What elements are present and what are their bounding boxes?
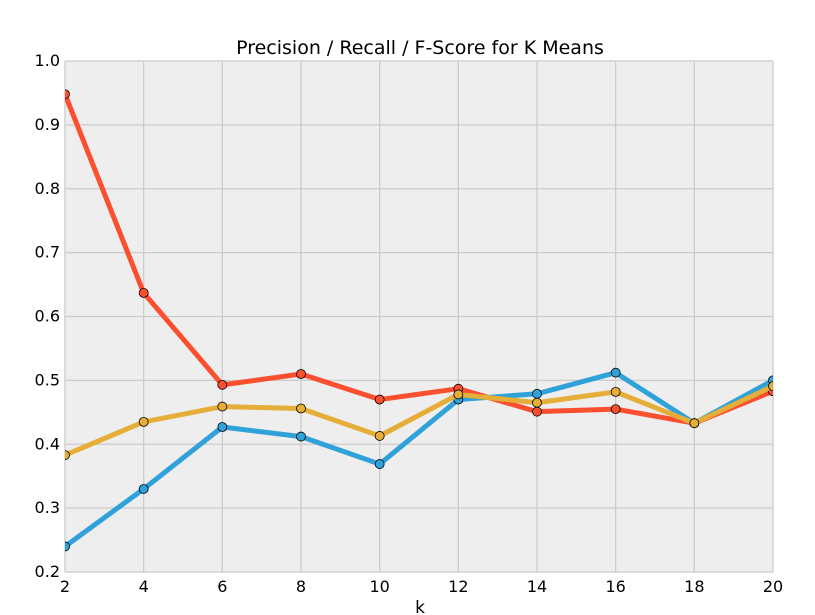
series-1: [65, 367, 773, 552]
data-point: [453, 389, 464, 400]
data-point: [217, 401, 228, 412]
data-point: [374, 459, 385, 469]
data-point: [610, 386, 621, 397]
data-point: [532, 388, 542, 399]
y-tick-label: 0.5: [35, 370, 60, 389]
y-tick-label: 0.4: [35, 434, 60, 453]
data-point: [217, 422, 228, 432]
x-tick-label: 16: [605, 577, 625, 596]
data-point: [532, 397, 542, 408]
y-tick-label: 0.8: [35, 179, 60, 198]
data-point: [138, 287, 149, 298]
data-point: [296, 369, 306, 379]
data-point: [374, 394, 385, 405]
data-point: [610, 367, 621, 378]
data-point: [65, 541, 70, 552]
y-tick-label: 0.7: [35, 243, 60, 262]
data-point: [296, 431, 306, 442]
x-tick-label: 18: [684, 577, 704, 596]
x-tick-label: 6: [217, 577, 227, 596]
grid: [64, 60, 774, 573]
x-tick-label: 10: [369, 577, 389, 596]
data-point: [217, 379, 228, 390]
y-tick-label: 1.0: [35, 51, 60, 70]
x-axis-label: k: [415, 598, 425, 615]
x-tick-label: 4: [139, 577, 149, 596]
data-point: [65, 450, 70, 461]
series-line: [65, 383, 773, 458]
y-axis-ticks: 0.2 0.3 0.4 0.5 0.6 0.7 0.8 0.9 1.0: [35, 51, 60, 581]
data-point: [138, 484, 149, 494]
series-2: [65, 381, 773, 461]
x-tick-label: 14: [527, 577, 547, 596]
data-point: [689, 418, 700, 429]
series-line: [65, 370, 773, 549]
x-tick-label: 8: [296, 577, 306, 596]
data-point: [65, 89, 70, 100]
data-point: [610, 404, 621, 415]
x-tick-label: 20: [763, 577, 783, 596]
y-tick-label: 0.6: [35, 307, 60, 326]
data-point: [138, 416, 149, 427]
chart-title: Precision / Recall / F-Score for K Means: [236, 37, 604, 59]
x-tick-label: 12: [448, 577, 468, 596]
data-point: [768, 381, 773, 392]
series-layer: [65, 89, 773, 552]
y-tick-label: 0.9: [35, 115, 60, 134]
x-tick-label: 2: [60, 577, 70, 596]
data-point: [296, 403, 306, 414]
y-tick-label: 0.2: [35, 562, 60, 581]
data-point: [374, 431, 385, 441]
data-point: [532, 406, 542, 417]
series-line: [65, 91, 773, 426]
y-tick-label: 0.3: [35, 498, 60, 517]
x-axis-ticks: 2 4 6 8 10 12 14 16 18 20: [60, 577, 783, 596]
